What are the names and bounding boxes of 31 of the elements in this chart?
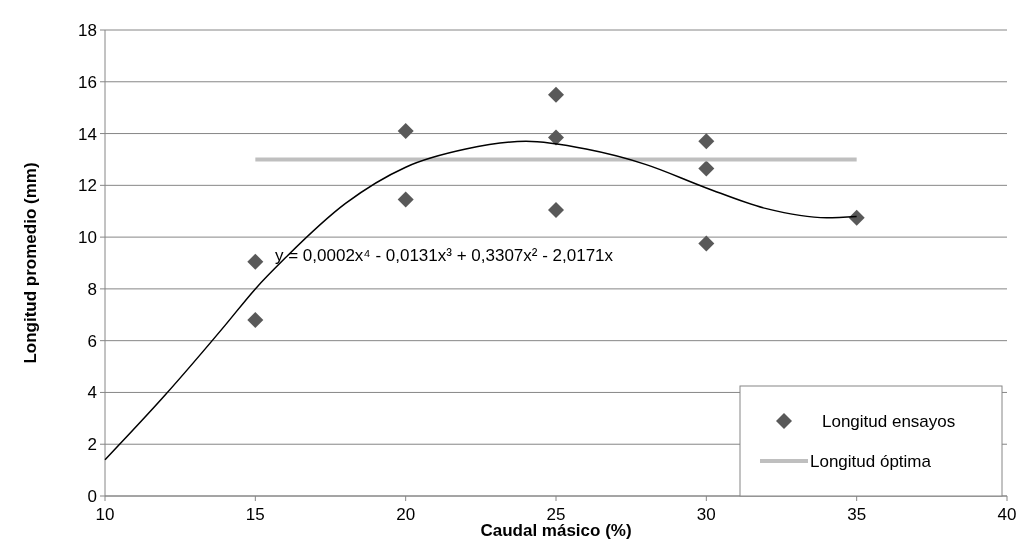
x-tick-label: 15: [245, 505, 265, 524]
point: [698, 133, 715, 150]
point: [548, 129, 564, 146]
legend-label: Longitud ensayos: [822, 411, 956, 431]
x-tick-label: 25: [546, 505, 566, 524]
y-tick-label: 12: [78, 176, 97, 196]
point: [698, 235, 715, 252]
y-tick-label: 16: [78, 72, 97, 92]
x-tick-label: 20: [396, 505, 416, 524]
y-tick-label: 14: [78, 124, 97, 144]
x-tick-label: 35: [847, 505, 867, 524]
point: [848, 209, 865, 226]
point: [397, 122, 414, 139]
point: [548, 86, 564, 103]
x-tick-label: 30: [696, 505, 716, 524]
point: [548, 201, 564, 218]
x-tick-label: 40: [997, 505, 1017, 524]
y-tick-label: 10: [78, 228, 97, 248]
y-tick-label: 4: [87, 383, 97, 403]
y-axis-title: Longitud promedio (mm): [21, 162, 40, 364]
y-tick-label: 0: [87, 486, 97, 506]
y-tick-label: 8: [87, 279, 97, 299]
y-tick-label: 18: [78, 20, 97, 40]
point: [247, 311, 264, 328]
point: [247, 253, 264, 270]
x-axis-title: Caudal másico (%): [480, 521, 632, 540]
point: [397, 191, 414, 208]
point: [698, 160, 715, 177]
legend-label: Longitud óptima: [810, 451, 932, 471]
y-tick-label: 2: [87, 435, 97, 455]
y-tick-label: 6: [87, 331, 97, 351]
